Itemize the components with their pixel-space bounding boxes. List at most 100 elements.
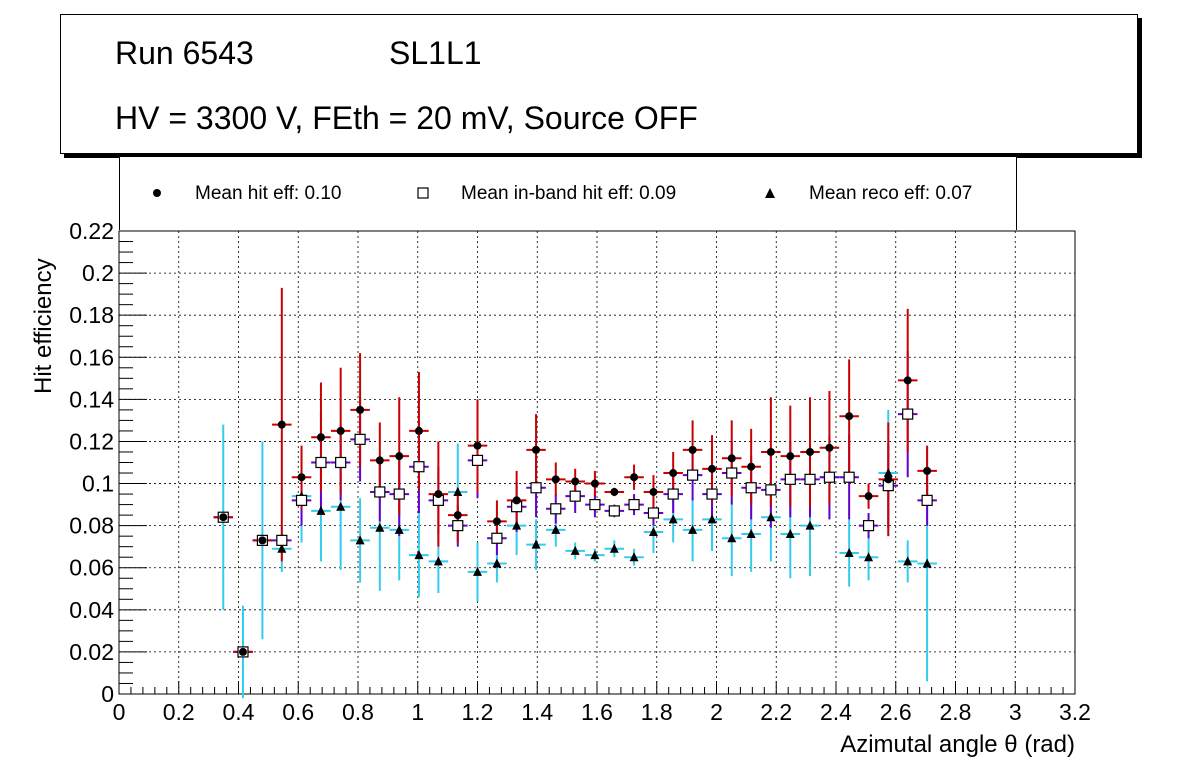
legend-reco-label: Mean reco eff: 0.07 (809, 183, 973, 204)
reco-point (297, 491, 307, 501)
y-tick-label: 0 (101, 681, 114, 707)
hit-point (492, 517, 501, 526)
x-tick-label: 2 (710, 699, 723, 725)
inband-point (550, 503, 562, 515)
y-tick-label: 0.08 (69, 513, 114, 539)
inband-point (471, 454, 484, 466)
y-tick-label: 0.04 (69, 597, 114, 623)
inband-point (921, 494, 933, 506)
hit-point (884, 475, 893, 484)
hit-point (747, 462, 756, 471)
reco-point (531, 539, 541, 549)
y-tick-label: 0.22 (69, 218, 114, 244)
reco-point (570, 545, 580, 555)
inband-point (237, 646, 249, 658)
x-tick-label: 1.6 (581, 699, 613, 725)
hit-point (258, 536, 267, 545)
inband-point (432, 494, 444, 506)
reco-point (727, 533, 737, 543)
conditions-label: HV = 3300 V, FEth = 20 mV, Source OFF (115, 100, 698, 136)
hit-point (551, 475, 560, 484)
x-tick-label: 0.2 (163, 699, 195, 725)
reco-point (355, 535, 365, 545)
x-tick-label: 1 (411, 699, 424, 725)
inband-point (589, 498, 601, 511)
reco-point (648, 526, 658, 536)
reco-point (414, 550, 424, 560)
x-tick-label: 0.4 (223, 699, 255, 725)
reco-point (824, 472, 834, 482)
y-tick-label: 0.2 (82, 260, 114, 286)
reco-point (883, 468, 893, 478)
inband-point (315, 456, 327, 469)
hit-point (414, 426, 423, 435)
inband-point (374, 486, 386, 498)
hit-point (669, 469, 678, 478)
hit-point (532, 445, 541, 454)
hit-point (845, 412, 854, 421)
reco-point (903, 556, 913, 566)
reco-point (336, 501, 346, 511)
x-tick-label: 2.4 (820, 699, 852, 725)
inband-point (902, 408, 914, 420)
y-tick-label: 0.12 (69, 428, 114, 454)
reco-point (218, 512, 228, 522)
y-tick-label: 0.16 (69, 344, 114, 370)
x-tick-label: 2.8 (940, 699, 972, 725)
hit-point (375, 456, 384, 465)
inband-point (726, 467, 738, 479)
reco-point (707, 514, 717, 524)
inband-point (608, 505, 620, 517)
reco-point (492, 558, 502, 568)
hit-point (297, 473, 306, 482)
reco-point (805, 520, 815, 530)
reco-point (375, 522, 385, 532)
reco-point (453, 486, 463, 496)
hit-point (903, 376, 912, 385)
reco-point (785, 529, 795, 539)
y-tick-label: 0.02 (69, 639, 114, 665)
hit-point (923, 466, 932, 475)
hit-point (316, 433, 325, 442)
run-label: Run 6543 (115, 35, 254, 71)
inband-point (882, 480, 894, 492)
reco-point (629, 552, 639, 562)
x-tick-label: 3 (1009, 699, 1022, 725)
inband-point (804, 473, 816, 485)
legend-square-icon (417, 187, 429, 199)
hit-point (864, 492, 873, 501)
hit-point (512, 496, 521, 505)
reco-point (922, 558, 932, 568)
hit-point (590, 479, 599, 488)
inband-point (745, 482, 757, 494)
inband-point (256, 534, 268, 546)
hit-point (688, 445, 697, 454)
hit-point (825, 443, 834, 452)
reco-point (609, 543, 619, 553)
inband-point (452, 520, 464, 532)
reco-point (590, 550, 600, 560)
inband-point (686, 469, 699, 481)
hit-point (766, 447, 775, 456)
inband-point (569, 490, 581, 502)
x-tick-label: 3.2 (1059, 699, 1091, 725)
x-axis: 0 0.2 0.4 0.6 0.8 1 1.2 1.4 1.6 1.8 2 2.2 2.4 2.6 2.8 3… (113, 681, 1091, 725)
legend-hit-label: Mean hit eff: 0.10 (195, 183, 342, 204)
reco-point (688, 524, 698, 534)
hit-point (277, 420, 286, 429)
x-tick-label: 0.6 (282, 699, 314, 725)
x-tick-label: 0.8 (342, 699, 374, 725)
inband-point (784, 473, 796, 485)
inband-point (393, 488, 405, 500)
x-tick-label: 2.2 (760, 699, 792, 725)
inband-point (295, 494, 308, 506)
inband-point (765, 484, 777, 496)
inband-point (628, 498, 640, 511)
inband-point (354, 433, 366, 445)
y-axis: 0 0.02 0.04 0.06 0.08 0.1 0.12 0.14 0.16 0.18 0.2 0… (69, 218, 147, 707)
y-tick-label: 0.14 (69, 386, 114, 412)
hit-point (395, 452, 404, 461)
legend: Mean hit eff: 0.10 Mean in-band hit eff:… (119, 157, 1017, 230)
plot-frame (118, 230, 1076, 695)
y-tick-label: 0.06 (69, 555, 114, 581)
